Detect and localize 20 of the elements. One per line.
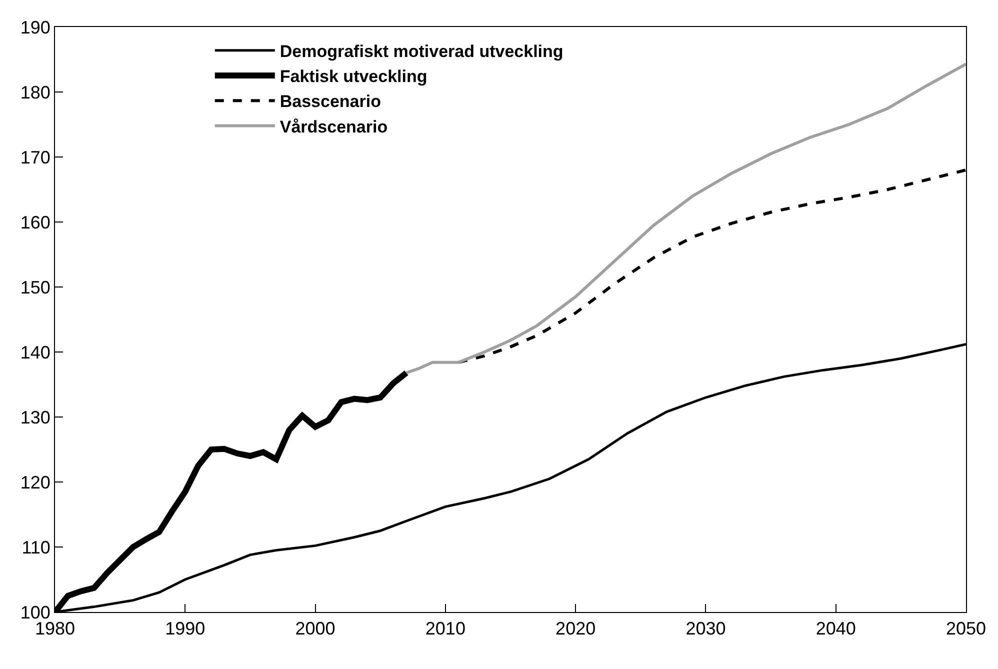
y-tick-label: 170 bbox=[20, 147, 50, 168]
y-tick-label: 150 bbox=[20, 277, 50, 298]
y-tick-label: 110 bbox=[22, 537, 50, 558]
x-tick-label: 2050 bbox=[946, 618, 986, 639]
y-tick-label: 130 bbox=[20, 407, 50, 428]
y-tick-label: 180 bbox=[20, 82, 50, 102]
x-tick-label: 2040 bbox=[816, 618, 856, 639]
y-tick-label: 160 bbox=[20, 212, 50, 232]
x-tick-label: 2010 bbox=[425, 618, 466, 639]
x-tick-label: 2030 bbox=[686, 618, 726, 639]
y-tick-label: 120 bbox=[20, 472, 50, 492]
legend-label: Faktisk utveckling bbox=[280, 67, 428, 86]
x-tick-label: 2020 bbox=[556, 618, 596, 639]
legend-label: Basscenario bbox=[280, 92, 381, 112]
x-tick-label: 1990 bbox=[165, 618, 206, 639]
y-tick-label: 190 bbox=[20, 17, 50, 38]
legend-label: Demografiskt motiverad utveckling bbox=[280, 42, 564, 62]
legend-label: Vårdscenario bbox=[280, 117, 388, 136]
x-tick-label: 2000 bbox=[295, 618, 336, 639]
y-tick-label: 140 bbox=[20, 342, 50, 362]
